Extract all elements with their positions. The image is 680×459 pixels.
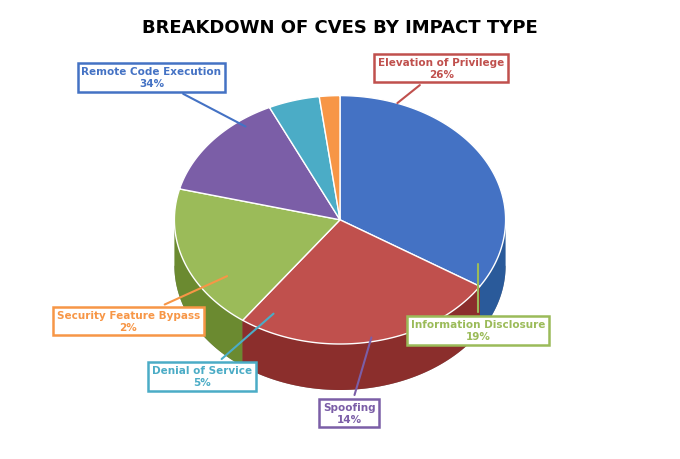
Text: Denial of Service
5%: Denial of Service 5% (152, 314, 273, 387)
Polygon shape (174, 190, 340, 320)
Polygon shape (340, 220, 480, 333)
Polygon shape (180, 108, 340, 220)
Text: Security Feature Bypass
2%: Security Feature Bypass 2% (56, 277, 227, 332)
Polygon shape (243, 220, 340, 366)
Polygon shape (243, 220, 340, 366)
Polygon shape (340, 220, 480, 333)
Text: Remote Code Execution
34%: Remote Code Execution 34% (82, 67, 245, 127)
Text: Elevation of Privilege
26%: Elevation of Privilege 26% (378, 58, 505, 104)
Text: Information Disclosure
19%: Information Disclosure 19% (411, 264, 545, 341)
Polygon shape (174, 220, 243, 366)
Polygon shape (269, 97, 340, 220)
Polygon shape (340, 96, 506, 287)
Polygon shape (174, 266, 506, 390)
Text: BREAKDOWN OF CVES BY IMPACT TYPE: BREAKDOWN OF CVES BY IMPACT TYPE (142, 18, 538, 37)
Polygon shape (243, 220, 480, 344)
Polygon shape (480, 221, 506, 333)
Polygon shape (319, 96, 340, 220)
Polygon shape (243, 287, 480, 390)
Text: Spoofing
14%: Spoofing 14% (323, 338, 375, 424)
